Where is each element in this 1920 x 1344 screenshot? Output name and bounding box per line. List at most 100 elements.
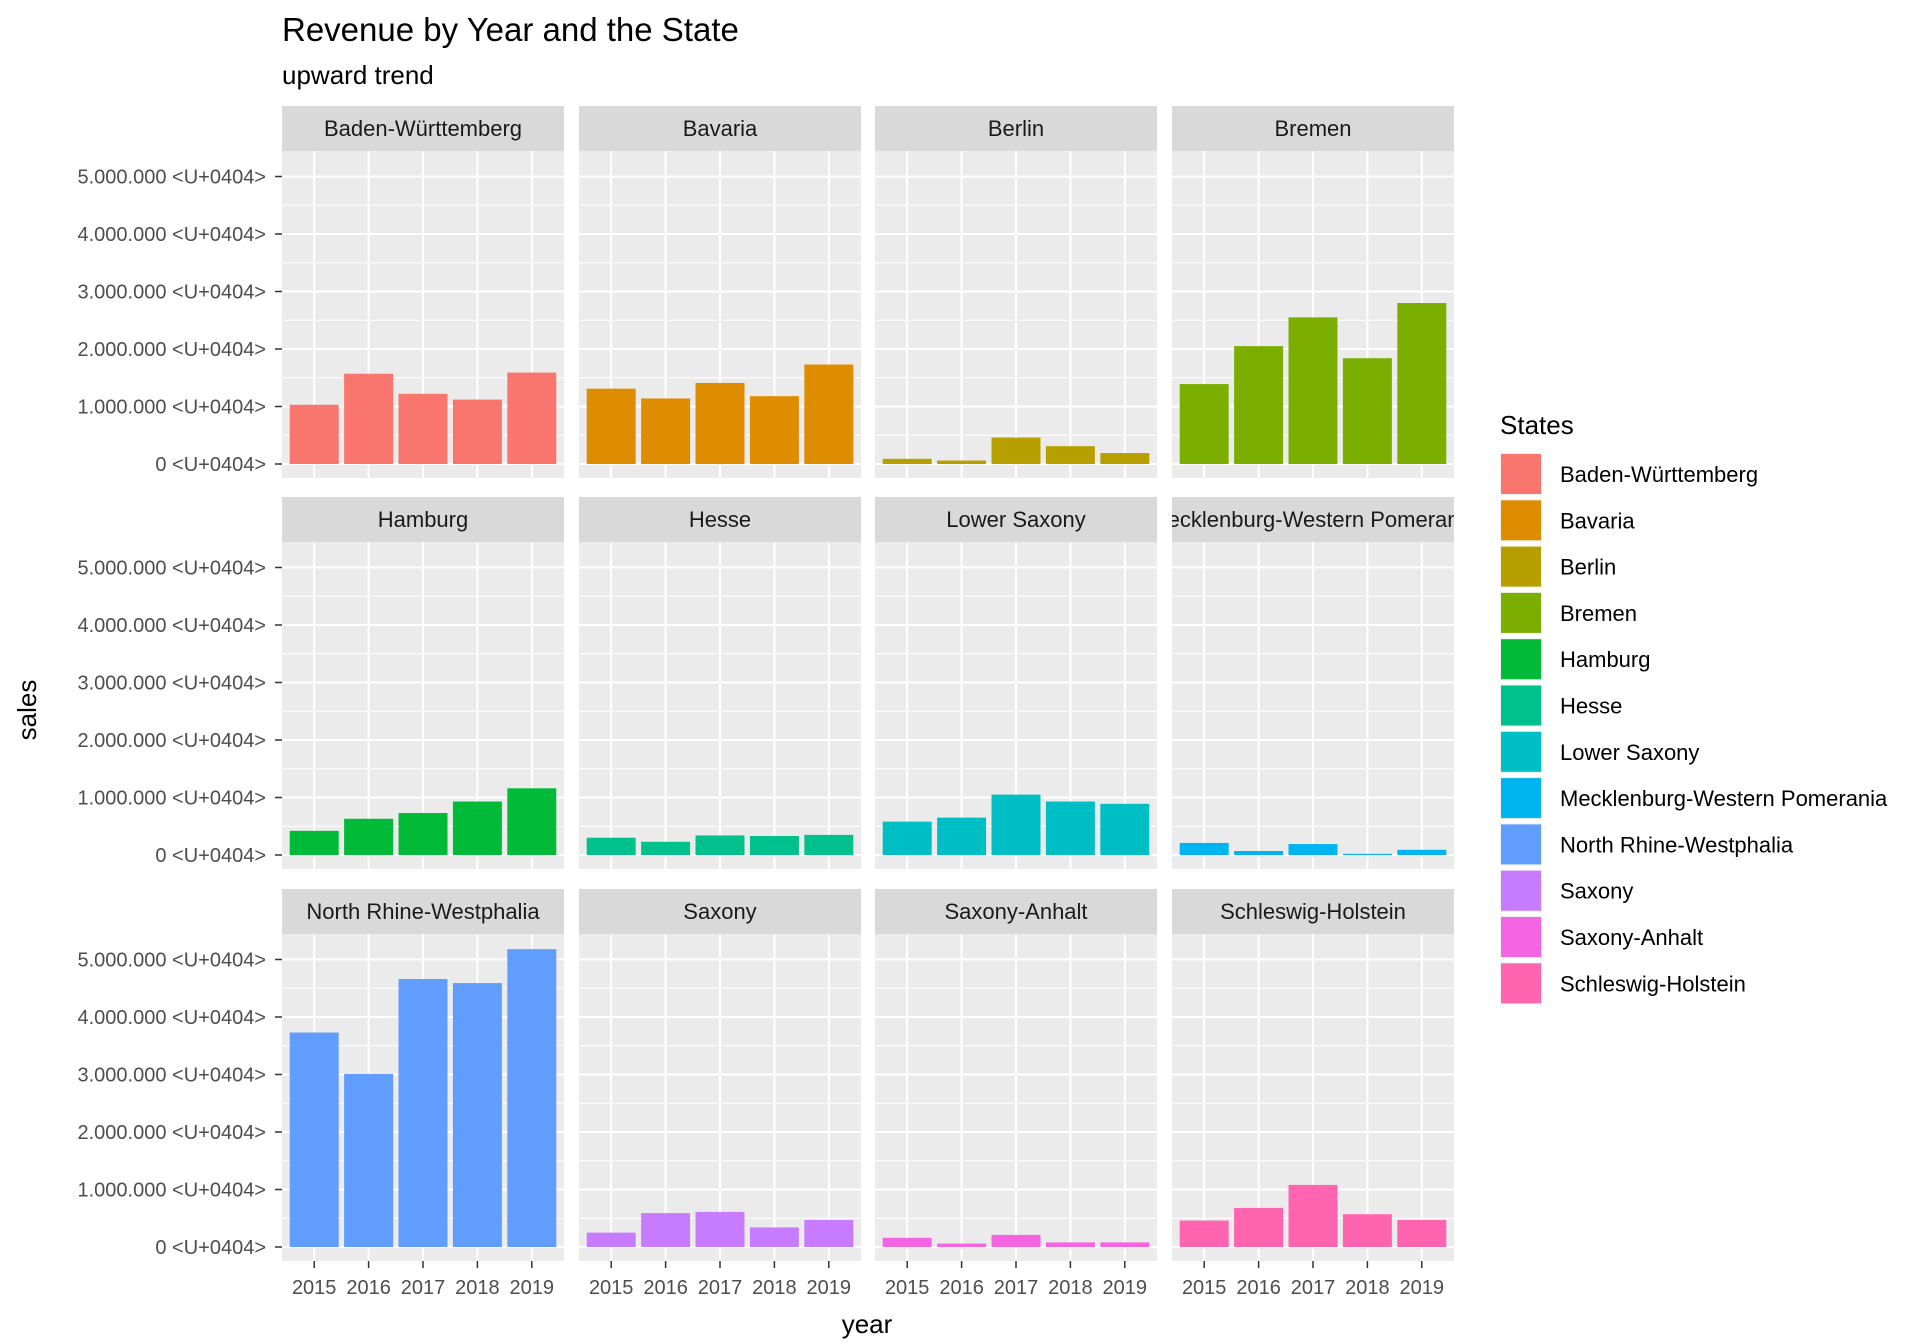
legend-item-bremen: Bremen xyxy=(1500,591,1637,634)
y-tick-label: 1.000.000 <U+0404> xyxy=(77,788,266,810)
legend-swatch xyxy=(1501,454,1541,494)
bar-saxony-2016 xyxy=(641,1213,691,1247)
x-tick-label: 2016 xyxy=(346,1277,391,1299)
y-tick-label: 0 <U+0404> xyxy=(155,1237,266,1259)
bar-mecklenburg-western-pomerania-2016 xyxy=(1234,850,1284,855)
facet-strip xyxy=(579,889,861,934)
bar-saxony-2018 xyxy=(749,1227,799,1247)
panel-saxony: Saxony xyxy=(579,889,861,1261)
bar-bremen-2016 xyxy=(1234,346,1284,464)
bar-north-rhine-westphalia-2017 xyxy=(398,979,448,1247)
bar-hamburg-2018 xyxy=(452,801,502,855)
facet-strip-label: Lower Saxony xyxy=(946,507,1085,532)
facet-strip-label: Hamburg xyxy=(378,507,468,532)
y-tick-label: 2.000.000 <U+0404> xyxy=(77,339,266,361)
facet-strip-label: Schleswig-Holstein xyxy=(1220,899,1406,924)
panel-berlin: Berlin xyxy=(875,106,1157,478)
x-tick-label: 2015 xyxy=(589,1277,634,1299)
legend-label: Hesse xyxy=(1560,694,1622,719)
bar-mecklenburg-western-pomerania-2015 xyxy=(1179,842,1229,855)
bar-north-rhine-westphalia-2019 xyxy=(507,949,557,1247)
facet-strip-label: Saxony xyxy=(683,899,756,924)
facet-strip-label: Hesse xyxy=(689,507,751,532)
bar-bremen-2019 xyxy=(1397,303,1447,464)
bar-hesse-2015 xyxy=(586,837,636,855)
bar-baden-wurttemberg-2016 xyxy=(344,373,394,464)
y-tick-label: 3.000.000 <U+0404> xyxy=(77,673,266,695)
bar-bavaria-2017 xyxy=(695,382,745,464)
legend-item-hesse: Hesse xyxy=(1500,684,1622,727)
legend-swatch xyxy=(1501,500,1541,541)
bar-baden-wurttemberg-2015 xyxy=(289,404,339,464)
legend-swatch xyxy=(1501,731,1541,772)
bar-schleswig-holstein-2017 xyxy=(1288,1184,1338,1247)
x-tick-label: 2015 xyxy=(292,1277,337,1299)
facet-strip xyxy=(875,889,1157,934)
panel-bremen: Bremen xyxy=(1172,106,1454,478)
bar-north-rhine-westphalia-2018 xyxy=(452,983,502,1247)
panel-schleswig-holstein: Schleswig-Holstein xyxy=(1172,889,1454,1261)
bar-saxony-2015 xyxy=(586,1232,636,1247)
y-tick-label: 4.000.000 <U+0404> xyxy=(77,224,266,246)
chart-subtitle: upward trend xyxy=(282,60,434,90)
bar-schleswig-holstein-2018 xyxy=(1342,1214,1392,1247)
y-tick-label: 5.000.000 <U+0404> xyxy=(77,558,266,580)
bar-saxony-anhalt-2018 xyxy=(1045,1242,1095,1247)
bar-mecklenburg-western-pomerania-2018 xyxy=(1342,853,1392,855)
y-tick-label: 0 <U+0404> xyxy=(155,845,266,867)
panel-saxony-anhalt: Saxony-Anhalt xyxy=(875,889,1157,1261)
bar-hamburg-2017 xyxy=(398,813,448,855)
x-tick-label: 2019 xyxy=(1400,1277,1445,1299)
facet-strip-label: Bremen xyxy=(1274,116,1351,141)
panel-hamburg: Hamburg xyxy=(282,497,564,869)
legend-label: Lower Saxony xyxy=(1560,740,1699,765)
bar-saxony-anhalt-2019 xyxy=(1100,1242,1150,1247)
panel-lower-saxony: Lower Saxony xyxy=(875,497,1157,869)
x-tick-label: 2019 xyxy=(510,1277,555,1299)
x-tick-label: 2017 xyxy=(994,1277,1039,1299)
x-tick-label: 2017 xyxy=(401,1277,446,1299)
x-tick-label: 2018 xyxy=(455,1277,500,1299)
bar-bavaria-2016 xyxy=(641,398,691,464)
panel-bavaria: Bavaria xyxy=(579,106,861,478)
y-tick-label: 3.000.000 <U+0404> xyxy=(77,282,266,304)
chart-title: Revenue by Year and the State xyxy=(282,11,739,48)
bar-bremen-2015 xyxy=(1179,384,1229,464)
y-tick-label: 4.000.000 <U+0404> xyxy=(77,1007,266,1029)
legend-label: Saxony-Anhalt xyxy=(1560,925,1703,950)
legend-label: Baden-Württemberg xyxy=(1560,462,1758,487)
bar-hamburg-2019 xyxy=(507,788,557,855)
legend-swatch xyxy=(1501,592,1541,633)
facet-strip-label: Berlin xyxy=(988,116,1044,141)
bar-mecklenburg-western-pomerania-2017 xyxy=(1288,844,1338,855)
y-tick-label: 1.000.000 <U+0404> xyxy=(77,1180,266,1202)
legend-item-saxony-anhalt: Saxony-Anhalt xyxy=(1500,916,1703,958)
legend-swatch xyxy=(1501,639,1541,680)
legend-swatch xyxy=(1501,917,1541,957)
bar-hamburg-2016 xyxy=(344,818,394,855)
legend-swatch xyxy=(1501,546,1541,587)
facet-strip xyxy=(579,497,861,542)
bar-berlin-2015 xyxy=(882,458,932,464)
bar-saxony-2019 xyxy=(804,1219,854,1247)
bar-mecklenburg-western-pomerania-2019 xyxy=(1397,849,1447,855)
y-axis-ticks: 0 <U+0404> 1.000.000 <U+0404> 2.000.000 <U… xyxy=(77,167,282,1259)
bar-bremen-2017 xyxy=(1288,317,1338,464)
y-tick-label: 5.000.000 <U+0404> xyxy=(77,950,266,972)
facet-strip xyxy=(282,106,564,151)
facet-strip xyxy=(282,497,564,542)
bar-berlin-2019 xyxy=(1100,453,1150,464)
legend-item-lower-saxony: Lower Saxony xyxy=(1500,730,1699,773)
legend-label: Schleswig-Holstein xyxy=(1560,971,1746,996)
bar-hesse-2017 xyxy=(695,835,745,855)
x-tick-label: 2015 xyxy=(1182,1277,1227,1299)
y-tick-label: 4.000.000 <U+0404> xyxy=(77,615,266,637)
x-tick-label: 2016 xyxy=(1236,1277,1281,1299)
bar-saxony-anhalt-2015 xyxy=(882,1237,932,1247)
panel-north-rhine-westphalia: North Rhine-Westphalia xyxy=(282,889,564,1261)
legend-swatch xyxy=(1501,778,1541,819)
facet-strip xyxy=(579,106,861,151)
legend-label: Hamburg xyxy=(1560,647,1650,672)
facet-strip xyxy=(1172,106,1454,151)
legend: States Baden-Württemberg Bavaria Berlin Bre… xyxy=(1500,410,1888,1005)
